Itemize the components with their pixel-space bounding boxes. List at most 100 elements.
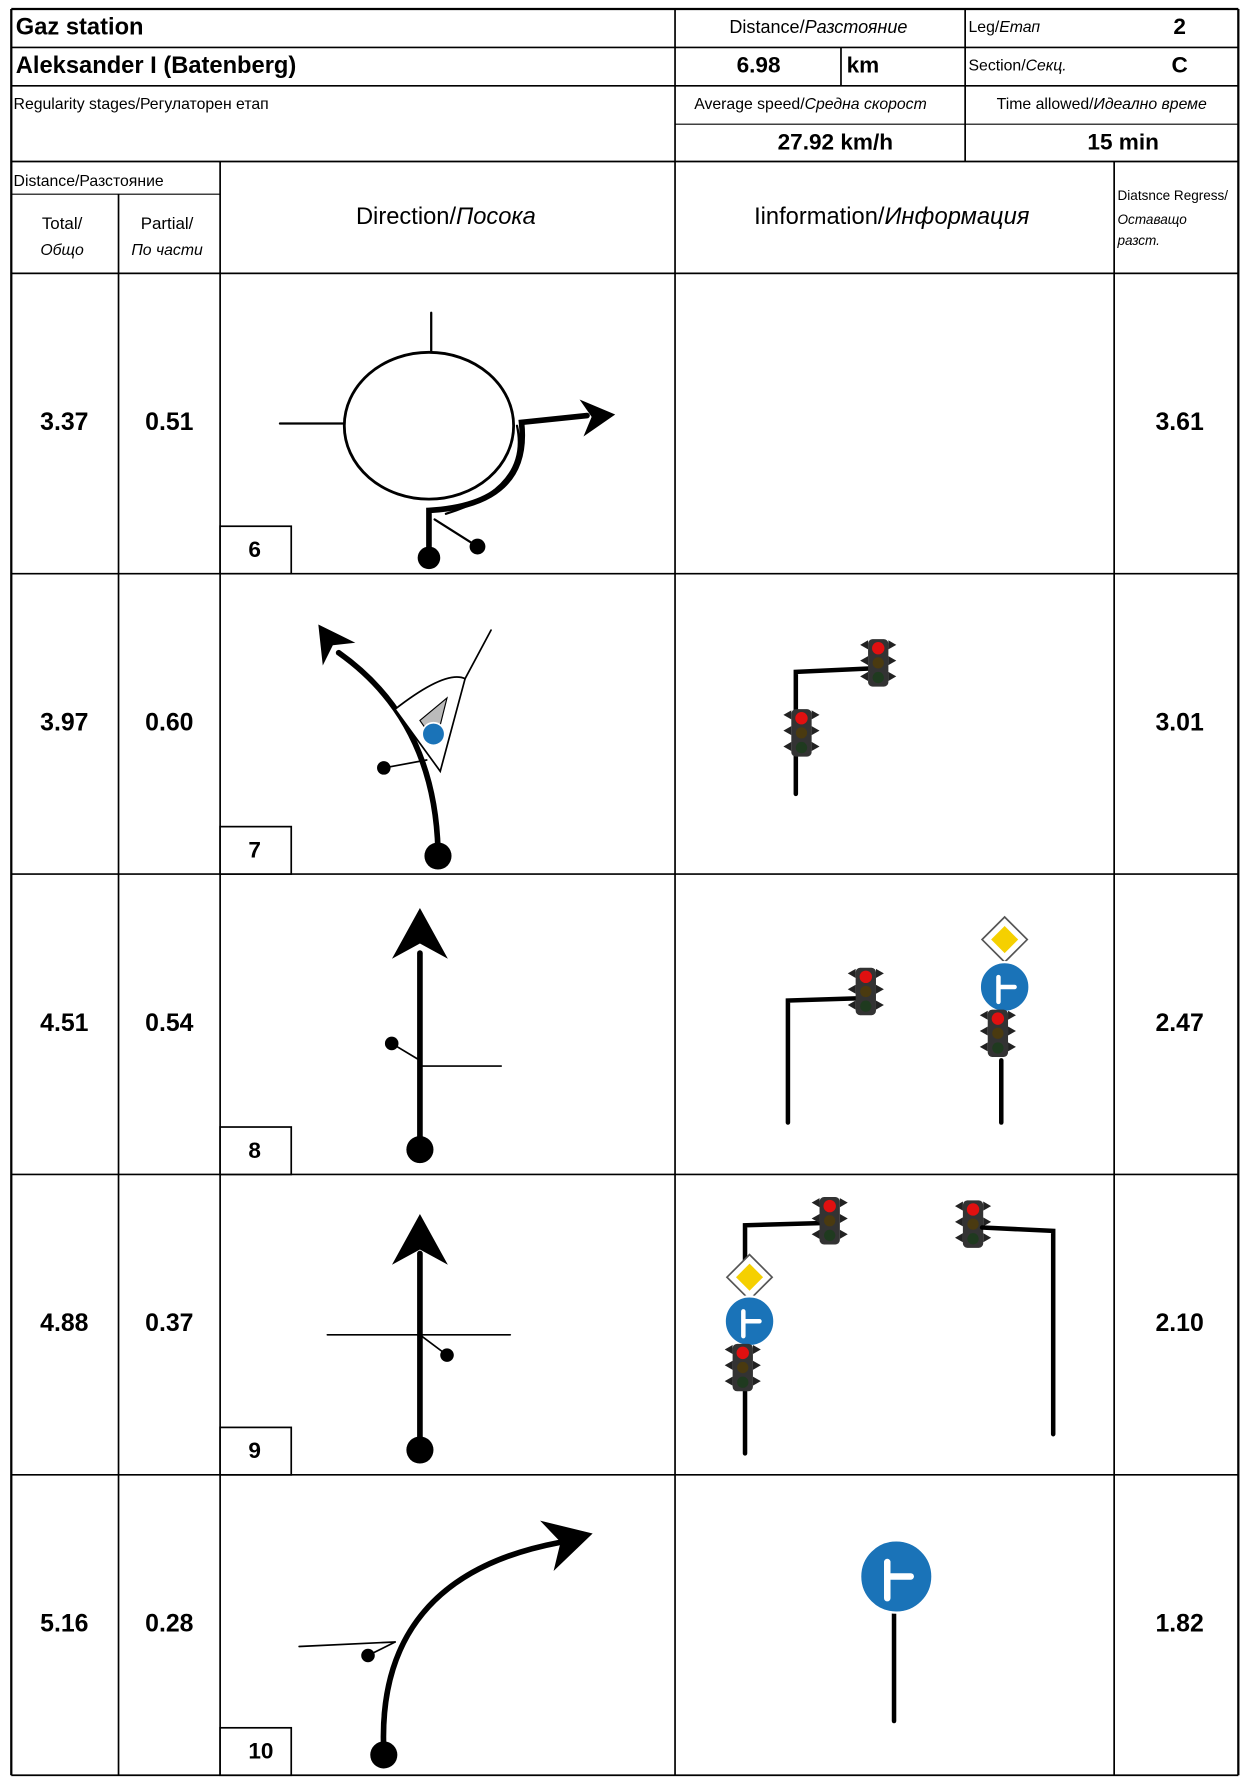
- dot: [406, 1136, 434, 1164]
- light-slat: [860, 640, 869, 650]
- light-slat: [860, 656, 869, 666]
- light-off: [872, 657, 884, 669]
- label-text: Direction/: [356, 204, 457, 230]
- light-slat: [811, 1213, 820, 1224]
- light-slat: [724, 1376, 733, 1386]
- arrow-head: [579, 399, 616, 437]
- light-red: [991, 1012, 1005, 1025]
- distance-unit: km: [847, 53, 880, 78]
- traffic-light: [954, 1200, 992, 1248]
- stroke: [785, 996, 863, 1125]
- light-slat: [954, 1217, 963, 1227]
- sign-arrow: [884, 1558, 914, 1602]
- total-distance: 5.16: [40, 1611, 88, 1638]
- light-off: [967, 1218, 979, 1230]
- light-slat: [1008, 1010, 1016, 1020]
- light-slat: [839, 1213, 848, 1224]
- light-slat: [847, 1000, 856, 1010]
- dot: [469, 538, 486, 555]
- dot: [384, 1036, 399, 1051]
- light-off: [860, 1000, 872, 1012]
- label-text: Average speed/: [694, 96, 805, 113]
- traffic-light: [860, 639, 897, 687]
- dot: [361, 1648, 375, 1663]
- leg-label: Leg/Етап: [969, 19, 1041, 36]
- dot: [406, 1436, 434, 1464]
- light-slat: [839, 1229, 848, 1239]
- subtitle: Aleksander I (Batenberg): [16, 53, 297, 79]
- light-red: [859, 970, 873, 984]
- light-slat: [954, 1201, 963, 1211]
- label-italic: Разстояние: [805, 17, 908, 37]
- time-label: Time allowed/Идеално време: [997, 96, 1207, 113]
- stroke: [380, 1539, 562, 1755]
- number-box: [219, 525, 293, 575]
- light-off: [992, 1042, 1004, 1054]
- label-text: Iinformation/: [754, 204, 885, 230]
- light-slat: [724, 1344, 733, 1355]
- traffic-light: [811, 1197, 848, 1245]
- dot: [424, 842, 452, 870]
- stroke: [979, 1225, 1056, 1437]
- light-slat: [811, 741, 820, 751]
- label-italic: Етап: [999, 19, 1040, 36]
- light-slat: [839, 1198, 848, 1208]
- speed: 27.92 km/h: [778, 129, 893, 154]
- col-distance: Distance/Разстояние: [14, 173, 164, 190]
- partial-distance: 0.28: [145, 1611, 194, 1638]
- light-slat: [860, 671, 869, 681]
- dot: [417, 546, 441, 570]
- light-slat: [811, 726, 820, 736]
- light-slat: [888, 671, 897, 681]
- light-slat: [983, 1233, 992, 1243]
- light-slat: [847, 968, 856, 978]
- col-information: Iinformation/Информация: [754, 204, 1030, 230]
- light-slat: [724, 1360, 733, 1370]
- stroke: [426, 412, 590, 559]
- arrow-head: [391, 907, 448, 959]
- col-total-it: Общо: [40, 242, 84, 259]
- number-box: [219, 825, 293, 875]
- col-regress-3: разст.: [1117, 233, 1160, 248]
- speed-label: Average speed/Средна скорост: [694, 96, 927, 113]
- section-label: Section/Секц.: [969, 58, 1067, 75]
- light-slat: [875, 1000, 884, 1010]
- col-regress: Diatsnce Regress/: [1118, 188, 1229, 203]
- partial-distance: 0.54: [145, 1010, 194, 1037]
- number-box: [219, 1126, 293, 1176]
- light-slat: [783, 710, 792, 720]
- light-slat: [875, 968, 884, 978]
- light-slat: [875, 984, 884, 994]
- light-off: [737, 1361, 749, 1374]
- light-slat: [847, 984, 856, 994]
- arrow-head: [391, 1213, 448, 1265]
- instruction-number: 9: [248, 1438, 261, 1463]
- number-box: [219, 1726, 293, 1777]
- stroke: [335, 649, 441, 854]
- light-off: [872, 671, 884, 684]
- light-slat: [1008, 1026, 1016, 1036]
- instruction-number: 7: [248, 837, 261, 862]
- col-partial-it: По части: [131, 242, 203, 259]
- title: Gaz station: [16, 14, 144, 40]
- label-italic: Средна скорост: [805, 96, 927, 113]
- light-slat: [752, 1376, 761, 1386]
- distance-label: Distance/Разстояние: [729, 17, 907, 37]
- light-red: [823, 1199, 836, 1213]
- light-slat: [954, 1233, 963, 1243]
- light-slat: [979, 1042, 988, 1052]
- stage: Regularity stages/Регулаторен етап: [14, 96, 269, 113]
- light-slat: [752, 1360, 761, 1370]
- arrow-head: [540, 1520, 593, 1572]
- light-slat: [979, 1010, 988, 1020]
- sign-arrow: [741, 1309, 762, 1339]
- traffic-light: [979, 1009, 1016, 1058]
- light-slat: [1008, 1042, 1016, 1052]
- stroke: [742, 1220, 827, 1273]
- light-red: [736, 1346, 749, 1360]
- light-red: [872, 641, 885, 655]
- dot: [370, 1741, 398, 1769]
- instruction-number: 8: [248, 1138, 261, 1163]
- instruction-number: 6: [248, 537, 261, 562]
